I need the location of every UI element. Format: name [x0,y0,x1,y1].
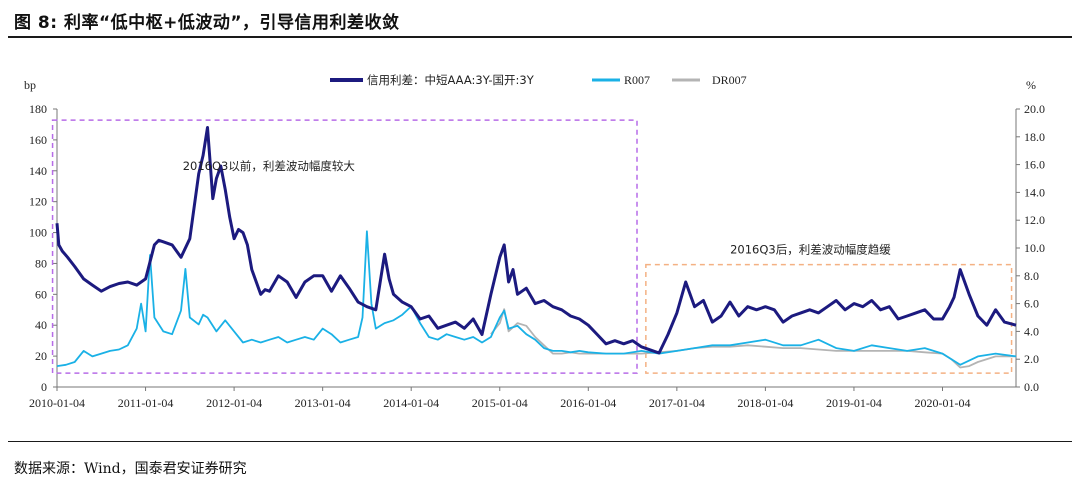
right-tick-label: 12.0 [1024,213,1045,227]
x-tick-label: 2019-01-04 [826,396,882,410]
x-tick-label: 2013-01-04 [295,396,351,410]
axes-group [53,108,1020,391]
series-line--aaa-3y-3y [55,126,1017,355]
left-tick-label: 60 [35,287,47,301]
top-divider [8,36,1072,38]
right-tick-label: 6.0 [1024,297,1039,311]
spread-chart: 0 20 40 60 80 100 120 140 160 180 0.0 2.0 4.0 6.0 8.0 1… [24,73,1045,410]
legend: 信用利差：中短AAA:3Y-国开:3Y R007 DR007 [330,73,747,87]
left-tick-label: 120 [29,195,47,209]
x-tick-label: 2011-01-04 [118,396,174,410]
bottom-divider [8,441,1072,442]
annotation-box [645,263,1013,374]
annotation-label: 2016Q3后，利差波动幅度趋缓 [730,243,891,257]
left-tick-label: 40 [35,318,47,332]
left-tick-label: 160 [29,133,47,147]
x-tick-label: 2016-01-04 [560,396,616,410]
series-line-dr007 [490,308,1016,369]
right-tick-label: 0.0 [1024,380,1039,394]
right-tick-label: 2.0 [1024,352,1039,366]
annotation-boxes [51,119,1013,374]
x-tick-label: 2015-01-04 [472,396,528,410]
x-tick-label: 2018-01-04 [737,396,793,410]
left-tick-label: 20 [35,349,47,363]
right-tick-label: 18.0 [1024,130,1045,144]
x-tick-label: 2017-01-04 [649,396,705,410]
right-tick-label: 10.0 [1024,241,1045,255]
x-tick-label: 2020-01-04 [915,396,971,410]
left-tick-label: 0 [41,380,47,394]
legend-label: R007 [624,73,650,87]
x-tick-label: 2014-01-04 [383,396,439,410]
left-unit-label: bp [24,78,36,92]
legend-label: DR007 [712,73,747,87]
x-tick-label: 2012-01-04 [206,396,262,410]
right-tick-label: 20.0 [1024,102,1045,116]
series-lines [55,126,1017,369]
annotation-label: 2016Q3以前，利差波动幅度较大 [183,159,356,173]
left-tick-label: 100 [29,226,47,240]
left-tick-label: 180 [29,102,47,116]
left-tick-label: 140 [29,164,47,178]
right-tick-label: 8.0 [1024,269,1039,283]
left-tick-label: 80 [35,256,47,270]
legend-label: 信用利差：中短AAA:3Y-国开:3Y [367,73,535,87]
x-tick-label: 2010-01-04 [29,396,85,410]
right-tick-label: 14.0 [1024,185,1045,199]
right-tick-label: 16.0 [1024,158,1045,172]
axis-labels: 0 20 40 60 80 100 120 140 160 180 0.0 2.0 4.0 6.0 8.0 1… [24,78,1045,410]
figure-title: 图 8: 利率“低中枢+低波动”，引导信用利差收敛 [14,13,400,33]
right-unit-label: % [1026,78,1036,92]
data-source-note: 数据来源：Wind，国泰君安证券研究 [14,461,247,477]
annotation-box [51,119,638,374]
right-tick-label: 4.0 [1024,324,1039,338]
